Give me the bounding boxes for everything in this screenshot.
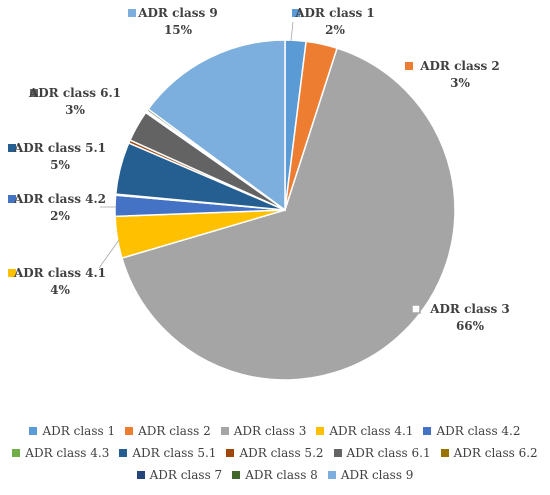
legend-label: ADR class 6.1 [346,446,431,460]
data-label-adr-class-5-1: ADR class 5.1 5% [8,141,106,172]
data-label-adr-class-2: ADR class 2 3% [405,59,500,90]
legend-item-adr-class-3: ADR class 3 [220,424,307,438]
data-label-category: ADR class 4.1 [13,266,106,280]
data-label-adr-class-9: ADR class 9 15% [128,6,218,37]
data-label-percent: 15% [164,23,193,37]
legend-item-adr-class-4-3: ADR class 4.3 [12,446,109,460]
legend-label: ADR class 1 [42,424,116,438]
legend-item-adr-class-4-1: ADR class 4.1 [316,424,413,438]
legend-swatch [440,449,449,457]
legend-label: ADR class 9 [340,468,414,482]
data-label-percent: 66% [456,319,485,333]
legend-label: ADR class 4.2 [436,424,521,438]
data-label-adr-class-4-1: ADR class 4.1 4% [8,266,106,297]
legend-item-adr-class-8: ADR class 8 [232,468,318,482]
data-label-swatch [8,269,16,277]
legend-label: ADR class 3 [233,424,307,438]
legend-label: ADR class 5.2 [239,446,324,460]
data-label-category: ADR class 6.1 [28,86,121,100]
legend-swatch [232,471,241,479]
pie-slice-adr-class-9 [147,39,286,212]
legend-label: ADR class 8 [245,468,318,482]
pie-slice-adr-class-3 [121,47,456,381]
data-label-adr-class-4-2: ADR class 4.2 2% [8,192,106,223]
data-label-category: ADR class 2 [419,59,500,73]
data-label-category: ADR class 9 [137,6,218,20]
legend-row: ADR class 4.3 ADR class 5.1 ADR class 5.2 A… [0,442,550,464]
legend-swatch [333,449,342,457]
legend-item-adr-class-5-1: ADR class 5.1 [119,446,216,460]
pie-slices [114,39,456,381]
legend-label: ADR class 6.2 [453,446,538,460]
data-label-percent: 4% [50,283,70,297]
legend-label: ADR class 4.1 [329,424,414,438]
legend-item-adr-class-6-2: ADR class 6.2 [440,446,538,460]
legend-item-adr-class-5-2: ADR class 5.2 [226,446,324,460]
legend-swatch [423,427,432,435]
legend-item-adr-class-1: ADR class 1 [29,424,115,438]
data-label-category: ADR class 3 [429,302,510,316]
leader-line-adr-class-4-1 [98,239,120,269]
legend-swatch [327,471,336,479]
legend-item-adr-class-7: ADR class 7 [136,468,223,482]
data-label-percent: 3% [450,76,470,90]
legend-label: ADR class 7 [149,468,223,482]
data-label-category: ADR class 1 [294,6,375,20]
legend-swatch [136,471,145,479]
data-label-percent: 2% [325,23,345,37]
data-label-category: ADR class 4.2 [13,192,106,206]
data-label-percent: 3% [65,103,85,117]
legend-item-adr-class-2: ADR class 2 [125,424,211,438]
legend: ADR class 1 ADR class 2 ADR class 3 ADR cla… [0,420,550,486]
data-label-swatch [128,9,136,17]
legend-row: ADR class 1 ADR class 2 ADR class 3 ADR cla… [0,420,550,442]
data-label-adr-class-6-1: ADR class 6.1 3% [28,86,121,117]
data-label-swatch [411,304,421,314]
data-label-percent: 2% [50,209,70,223]
leader-lines [98,21,294,269]
legend-label: ADR class 2 [138,424,211,438]
data-label-percent: 5% [50,158,70,172]
data-label-adr-class-3: ADR class 3 66% [411,302,510,333]
legend-item-adr-class-9: ADR class 9 [327,468,414,482]
leader-line-adr-class-1 [290,21,294,42]
data-label-swatch [30,89,38,97]
legend-swatch [119,449,128,457]
data-label-category: ADR class 5.1 [13,141,106,155]
data-labels: ADR class 1 2% ADR class 2 3% ADR class 3 66%… [8,6,510,333]
data-label-adr-class-1: ADR class 1 2% [292,6,375,37]
legend-swatch [226,449,235,457]
legend-item-adr-class-4-2: ADR class 4.2 [423,424,521,438]
data-label-swatch [405,62,413,70]
legend-swatch [12,449,21,457]
data-label-swatch [292,9,300,17]
legend-label: ADR class 5.1 [132,446,217,460]
legend-row: ADR class 7 ADR class 8 ADR class 9 [0,464,550,486]
legend-label: ADR class 4.3 [25,446,110,460]
legend-swatch [220,427,229,435]
legend-swatch [29,427,38,435]
data-label-swatch [8,195,16,203]
data-label-swatch [8,144,16,152]
legend-swatch [125,427,134,435]
legend-item-adr-class-6-1: ADR class 6.1 [333,446,431,460]
legend-swatch [316,427,325,435]
